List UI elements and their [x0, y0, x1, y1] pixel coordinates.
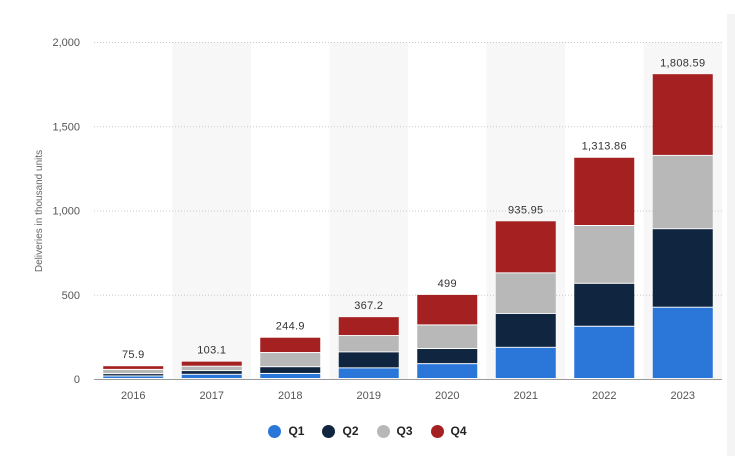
y-tick-label: 1,000	[52, 206, 80, 218]
legend-swatch	[376, 424, 390, 438]
x-tick-label: 2021	[514, 390, 538, 402]
y-tick-label: 2,000	[52, 37, 80, 49]
bar-segment-q4[interactable]	[652, 74, 713, 155]
x-axis: 2016 2017 2018 2019 2020 2021 2022 2023	[121, 390, 695, 402]
bar-segment-q2[interactable]	[574, 283, 635, 326]
bar-segment-q4[interactable]	[495, 221, 556, 273]
bar-segment-q2[interactable]	[417, 349, 478, 364]
bar-segment-q4[interactable]	[417, 294, 478, 325]
total-label: 1,808.59	[660, 57, 705, 69]
bar-segment-q2[interactable]	[260, 367, 321, 373]
y-axis-label: Deliveries in thousand units	[34, 150, 45, 272]
bar-segment-q4[interactable]	[260, 337, 321, 353]
total-label: 244.9	[276, 321, 305, 333]
bar-segment-q3[interactable]	[338, 336, 399, 352]
y-tick-label: 500	[62, 290, 80, 302]
total-labels: 75.9 103.1 244.9 367.2 499 935.95 1,313.86 1,80…	[122, 57, 705, 361]
bar-segment-q2[interactable]	[103, 374, 164, 376]
bar-segment-q3[interactable]	[495, 273, 556, 313]
legend-swatch	[268, 424, 282, 438]
bar-segment-q2[interactable]	[181, 371, 242, 374]
bar-segment-q3[interactable]	[103, 369, 164, 374]
total-label: 103.1	[197, 345, 226, 357]
bar-segment-q1[interactable]	[652, 307, 713, 378]
legend-item-q1[interactable]: Q1	[268, 424, 304, 438]
legend-label: Q2	[342, 424, 359, 438]
legend-swatch	[322, 424, 336, 438]
total-label: 75.9	[122, 349, 145, 361]
legend-label: Q3	[396, 424, 413, 438]
x-tick-label: 2023	[671, 390, 695, 402]
bar-segment-q1[interactable]	[338, 368, 399, 378]
x-tick-label: 2018	[278, 390, 302, 402]
y-axis: 0 500 1,000 1,500 2,000	[52, 37, 80, 386]
bar-segment-q2[interactable]	[652, 229, 713, 307]
x-tick-label: 2020	[435, 390, 459, 402]
legend-label: Q4	[450, 424, 467, 438]
bar-segment-q4[interactable]	[338, 317, 399, 336]
x-tick-label: 2019	[357, 390, 381, 402]
bar-segment-q3[interactable]	[417, 325, 478, 349]
y-tick-label: 0	[74, 374, 80, 386]
bar-segment-q1[interactable]	[574, 326, 635, 378]
bar-segment-q3[interactable]	[652, 155, 713, 229]
bar-segment-q4[interactable]	[574, 157, 635, 226]
bar-segment-q3[interactable]	[181, 366, 242, 371]
bar-segment-q3[interactable]	[574, 226, 635, 283]
total-label: 499	[438, 278, 457, 290]
bar-segment-q1[interactable]	[260, 373, 321, 378]
legend-swatch	[430, 424, 444, 438]
bar-segment-q4[interactable]	[181, 361, 242, 366]
total-label: 1,313.86	[582, 141, 627, 153]
x-tick-label: 2022	[592, 390, 616, 402]
x-tick-label: 2016	[121, 390, 145, 402]
total-label: 935.95	[508, 204, 543, 216]
bars	[103, 74, 713, 378]
bar-segment-q4[interactable]	[103, 366, 164, 369]
bar-segment-q1[interactable]	[417, 364, 478, 378]
y-tick-label: 1,500	[52, 121, 80, 133]
legend-item-q2[interactable]: Q2	[322, 424, 359, 438]
bar-segment-q2[interactable]	[338, 352, 399, 368]
scroll-edge	[727, 14, 735, 456]
bar-segment-q3[interactable]	[260, 353, 321, 367]
total-label: 367.2	[354, 300, 383, 312]
grid-lines	[94, 42, 722, 380]
legend-label: Q1	[288, 424, 305, 438]
x-tick-label: 2017	[200, 390, 224, 402]
legend-item-q4[interactable]: Q4	[430, 424, 467, 438]
legend-item-q3[interactable]: Q3	[376, 424, 413, 438]
legend: Q1 Q2 Q3 Q4	[0, 424, 735, 438]
bar-segment-q1[interactable]	[181, 374, 242, 378]
bar-segment-q1[interactable]	[495, 347, 556, 378]
bar-segment-q1[interactable]	[103, 376, 164, 378]
bar-segment-q2[interactable]	[495, 313, 556, 347]
